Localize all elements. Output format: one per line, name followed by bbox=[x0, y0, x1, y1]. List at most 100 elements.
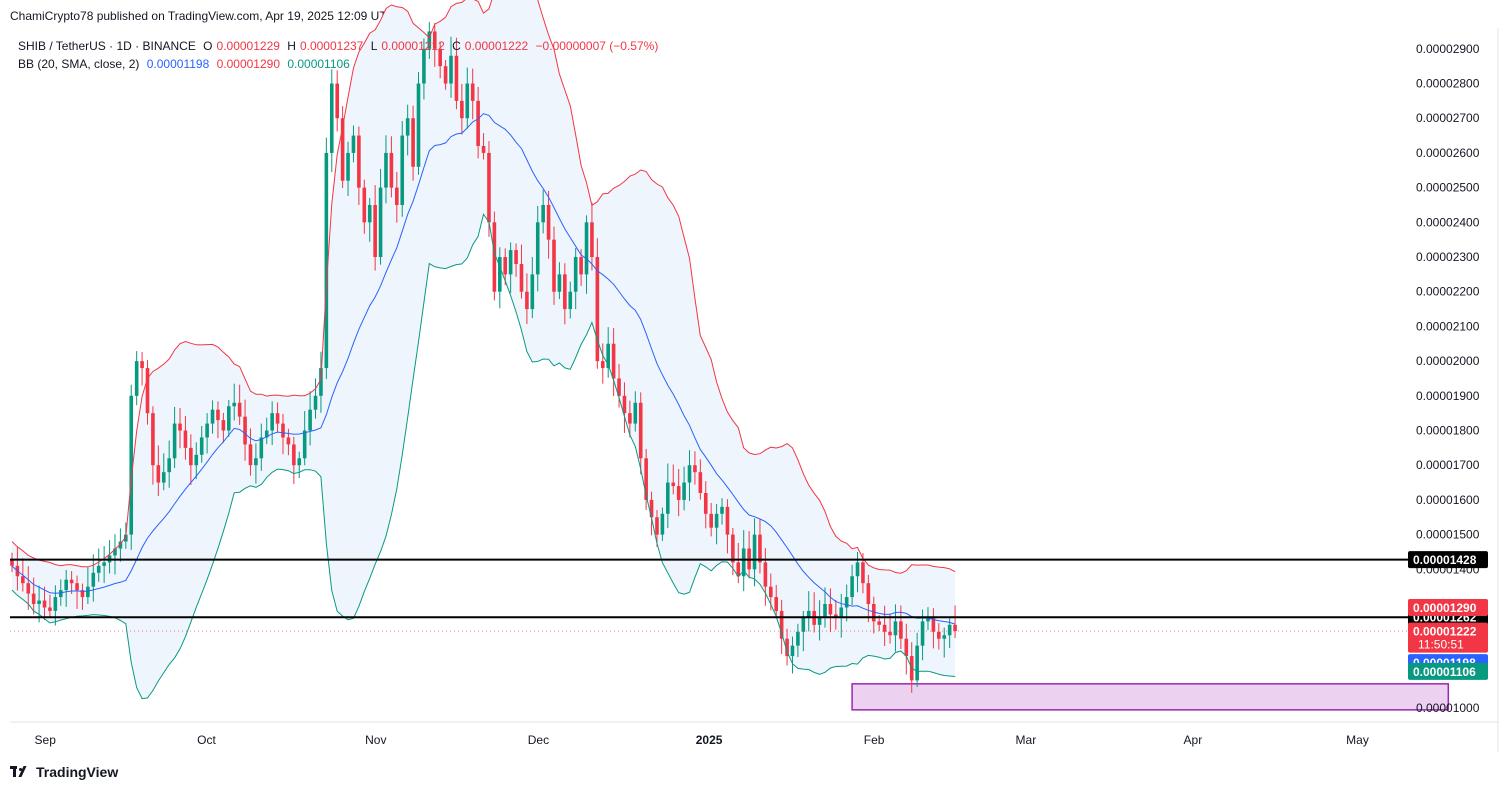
candle-body[interactable] bbox=[161, 472, 166, 483]
candle-body[interactable] bbox=[470, 83, 475, 101]
candle-body[interactable] bbox=[221, 420, 226, 431]
candle-body[interactable] bbox=[823, 604, 827, 618]
candle-body[interactable] bbox=[779, 610, 784, 639]
candle-body[interactable] bbox=[530, 274, 535, 310]
candle-body[interactable] bbox=[140, 361, 144, 369]
candle-body[interactable] bbox=[617, 378, 621, 396]
candle-body[interactable] bbox=[882, 624, 887, 632]
candle-body[interactable] bbox=[373, 204, 377, 258]
candle-body[interactable] bbox=[698, 472, 703, 493]
candle-body[interactable] bbox=[628, 413, 632, 424]
candle-body[interactable] bbox=[313, 395, 318, 410]
candle-body[interactable] bbox=[839, 607, 844, 618]
candle-body[interactable] bbox=[638, 402, 643, 459]
candle-body[interactable] bbox=[194, 454, 199, 466]
candle-body[interactable] bbox=[281, 423, 285, 438]
candle-body[interactable] bbox=[915, 645, 919, 681]
candle-body[interactable] bbox=[546, 204, 551, 240]
candle-body[interactable] bbox=[568, 291, 573, 310]
candle-body[interactable] bbox=[622, 395, 627, 414]
candle-body[interactable] bbox=[600, 361, 605, 369]
candle-body[interactable] bbox=[405, 118, 410, 136]
candle-body[interactable] bbox=[227, 406, 231, 431]
candle-body[interactable] bbox=[888, 631, 892, 636]
candle-body[interactable] bbox=[378, 187, 383, 258]
candle-body[interactable] bbox=[796, 631, 800, 646]
candle-body[interactable] bbox=[801, 617, 806, 632]
candle-body[interactable] bbox=[861, 562, 865, 584]
candle-body[interactable] bbox=[324, 152, 329, 369]
candle-body[interactable] bbox=[37, 600, 41, 605]
candle-body[interactable] bbox=[508, 250, 513, 275]
candle-body[interactable] bbox=[400, 135, 405, 205]
candle-body[interactable] bbox=[671, 482, 676, 487]
candle-body[interactable] bbox=[682, 482, 686, 500]
candle-body[interactable] bbox=[785, 638, 789, 657]
candle-body[interactable] bbox=[237, 402, 242, 417]
candle-body[interactable] bbox=[432, 31, 437, 49]
candle-body[interactable] bbox=[454, 55, 459, 101]
candle-body[interactable] bbox=[514, 250, 518, 264]
candle-body[interactable] bbox=[411, 118, 415, 167]
candle-body[interactable] bbox=[75, 583, 79, 591]
candle-body[interactable] bbox=[790, 645, 795, 657]
candle-body[interactable] bbox=[834, 614, 838, 618]
candle-body[interactable] bbox=[850, 576, 854, 598]
candle-body[interactable] bbox=[460, 100, 464, 119]
candle-body[interactable] bbox=[487, 152, 491, 223]
candle-body[interactable] bbox=[248, 444, 253, 466]
candle-body[interactable] bbox=[134, 361, 139, 396]
candle-body[interactable] bbox=[931, 617, 936, 632]
candle-body[interactable] bbox=[573, 257, 578, 292]
candle-body[interactable] bbox=[210, 409, 215, 424]
candle-body[interactable] bbox=[953, 624, 957, 632]
candle-body[interactable] bbox=[557, 274, 562, 292]
candle-body[interactable] bbox=[395, 187, 399, 205]
candle-body[interactable] bbox=[58, 590, 63, 598]
candle-body[interactable] bbox=[416, 83, 421, 167]
candle-body[interactable] bbox=[302, 430, 307, 459]
candle-body[interactable] bbox=[129, 395, 134, 535]
candle-body[interactable] bbox=[351, 135, 356, 153]
candle-body[interactable] bbox=[660, 513, 665, 535]
candle-body[interactable] bbox=[91, 572, 96, 587]
candle-body[interactable] bbox=[232, 402, 237, 407]
candle-body[interactable] bbox=[422, 48, 426, 84]
candle-body[interactable] bbox=[254, 458, 258, 466]
candle-body[interactable] bbox=[563, 274, 567, 310]
candle-body[interactable] bbox=[156, 465, 161, 483]
candle-body[interactable] bbox=[676, 486, 681, 500]
candle-body[interactable] bbox=[806, 610, 811, 618]
candle-body[interactable] bbox=[703, 492, 708, 514]
candle-body[interactable] bbox=[541, 204, 545, 223]
candle-body[interactable] bbox=[947, 624, 952, 636]
candle-body[interactable] bbox=[937, 631, 941, 639]
candle-body[interactable] bbox=[189, 447, 193, 466]
candle-body[interactable] bbox=[844, 597, 849, 608]
candle-body[interactable] bbox=[633, 402, 638, 424]
candle-body[interactable] bbox=[53, 597, 58, 611]
candle-body[interactable] bbox=[481, 145, 486, 153]
candle-body[interactable] bbox=[113, 548, 117, 556]
candle-body[interactable] bbox=[48, 607, 52, 611]
candle-body[interactable] bbox=[80, 590, 85, 598]
candle-body[interactable] bbox=[427, 31, 432, 49]
candle-body[interactable] bbox=[96, 565, 101, 573]
candle-body[interactable] bbox=[443, 66, 448, 84]
candle-body[interactable] bbox=[216, 409, 220, 421]
bb-basis-line[interactable] bbox=[11, 113, 956, 625]
candle-body[interactable] bbox=[714, 513, 719, 528]
candle-body[interactable] bbox=[579, 257, 583, 275]
bb-upper-line[interactable] bbox=[11, 0, 956, 574]
candle-body[interactable] bbox=[649, 499, 654, 518]
candle-body[interactable] bbox=[286, 437, 291, 445]
candle-body[interactable] bbox=[145, 368, 150, 414]
candle-body[interactable] bbox=[866, 583, 871, 605]
candle-body[interactable] bbox=[552, 239, 556, 292]
candle-body[interactable] bbox=[817, 617, 822, 625]
candle-body[interactable] bbox=[725, 506, 730, 535]
candle-body[interactable] bbox=[167, 458, 171, 473]
candle-body[interactable] bbox=[687, 465, 692, 483]
candle-body[interactable] bbox=[519, 263, 524, 292]
